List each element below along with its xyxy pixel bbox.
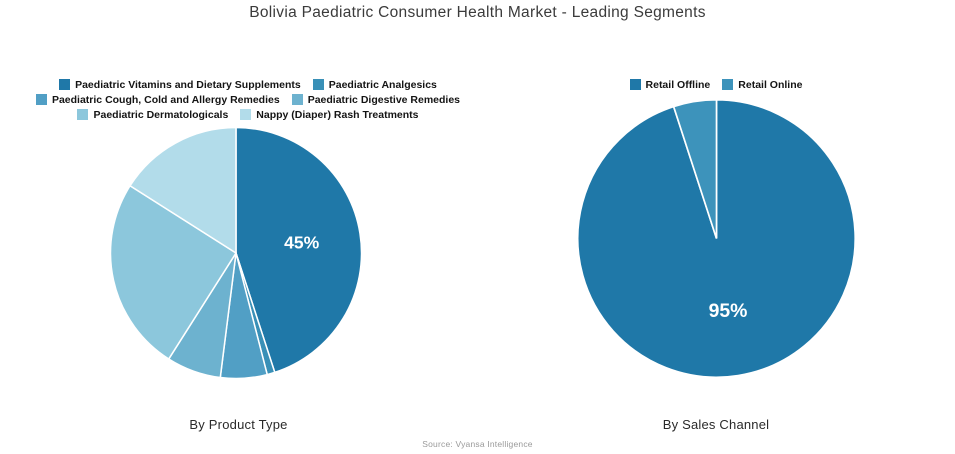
pie-slice-6 xyxy=(129,126,237,255)
legend-item: Paediatric Analgesics xyxy=(312,78,437,91)
legend-row: Paediatric Cough, Cold and Allergy Remed… xyxy=(30,94,466,106)
legend-label: Retail Offline xyxy=(645,78,711,91)
slice-value-label: 45% xyxy=(284,233,320,253)
legend-swatch-icon xyxy=(291,94,303,105)
legend-row: Retail Offline Retail Online xyxy=(624,79,809,91)
slice-value-label: 95% xyxy=(709,300,748,322)
legend-row: Paediatric Vitamins and Dietary Suppleme… xyxy=(53,79,443,91)
legend-swatch-icon xyxy=(312,79,324,90)
legend-swatch-icon xyxy=(722,79,734,90)
legend-swatch-icon xyxy=(77,109,89,120)
pie-slice-5 xyxy=(109,184,238,360)
legend-label: Paediatric Dermatologicals xyxy=(93,108,229,121)
legend-swatch-icon xyxy=(59,79,71,90)
legend-swatch-icon xyxy=(629,79,641,90)
legend-item: Retail Online xyxy=(722,79,802,91)
legend-swatch-icon xyxy=(240,109,252,120)
pie-slice-2 xyxy=(672,98,718,239)
legend-label: Paediatric Analgesics xyxy=(328,78,437,91)
legend-label: Paediatric Digestive Remedies xyxy=(307,93,461,106)
chart-caption-product-type: By Product Type xyxy=(189,417,288,432)
legend-swatch-icon xyxy=(35,94,47,105)
legend-item: Paediatric Cough, Cold and Allergy Remed… xyxy=(35,93,280,106)
legend-item: Paediatric Dermatologicals xyxy=(77,109,228,121)
legend-label: Paediatric Vitamins and Dietary Suppleme… xyxy=(75,78,301,91)
chart-title: Bolivia Paediatric Consumer Health Marke… xyxy=(249,4,706,21)
legend-product-type: Paediatric Vitamins and Dietary Suppleme… xyxy=(18,77,478,122)
legend-label: Paediatric Cough, Cold and Allergy Remed… xyxy=(51,93,280,106)
legend-sales-channel: Retail Offline Retail Online xyxy=(477,77,955,92)
legend-label: Nappy (Diaper) Rash Treatments xyxy=(256,108,419,121)
legend-item: Paediatric Vitamins and Dietary Suppleme… xyxy=(59,79,301,91)
chart-caption-sales-channel: By Sales Channel xyxy=(662,417,770,432)
legend-label: Retail Online xyxy=(738,78,803,91)
source-attribution: Source: Vyansa Intelligence xyxy=(422,439,533,449)
pie-chart-sales-channel: 95% xyxy=(576,98,856,379)
legend-row: Paediatric Dermatologicals Nappy (Diaper)… xyxy=(71,109,424,121)
legend-item: Nappy (Diaper) Rash Treatments xyxy=(240,108,419,121)
legend-item: Retail Offline xyxy=(629,78,711,91)
pie-slice-1 xyxy=(235,126,363,374)
pie-chart-product-type: 45% xyxy=(109,126,363,380)
legend-item: Paediatric Digestive Remedies xyxy=(291,93,461,106)
